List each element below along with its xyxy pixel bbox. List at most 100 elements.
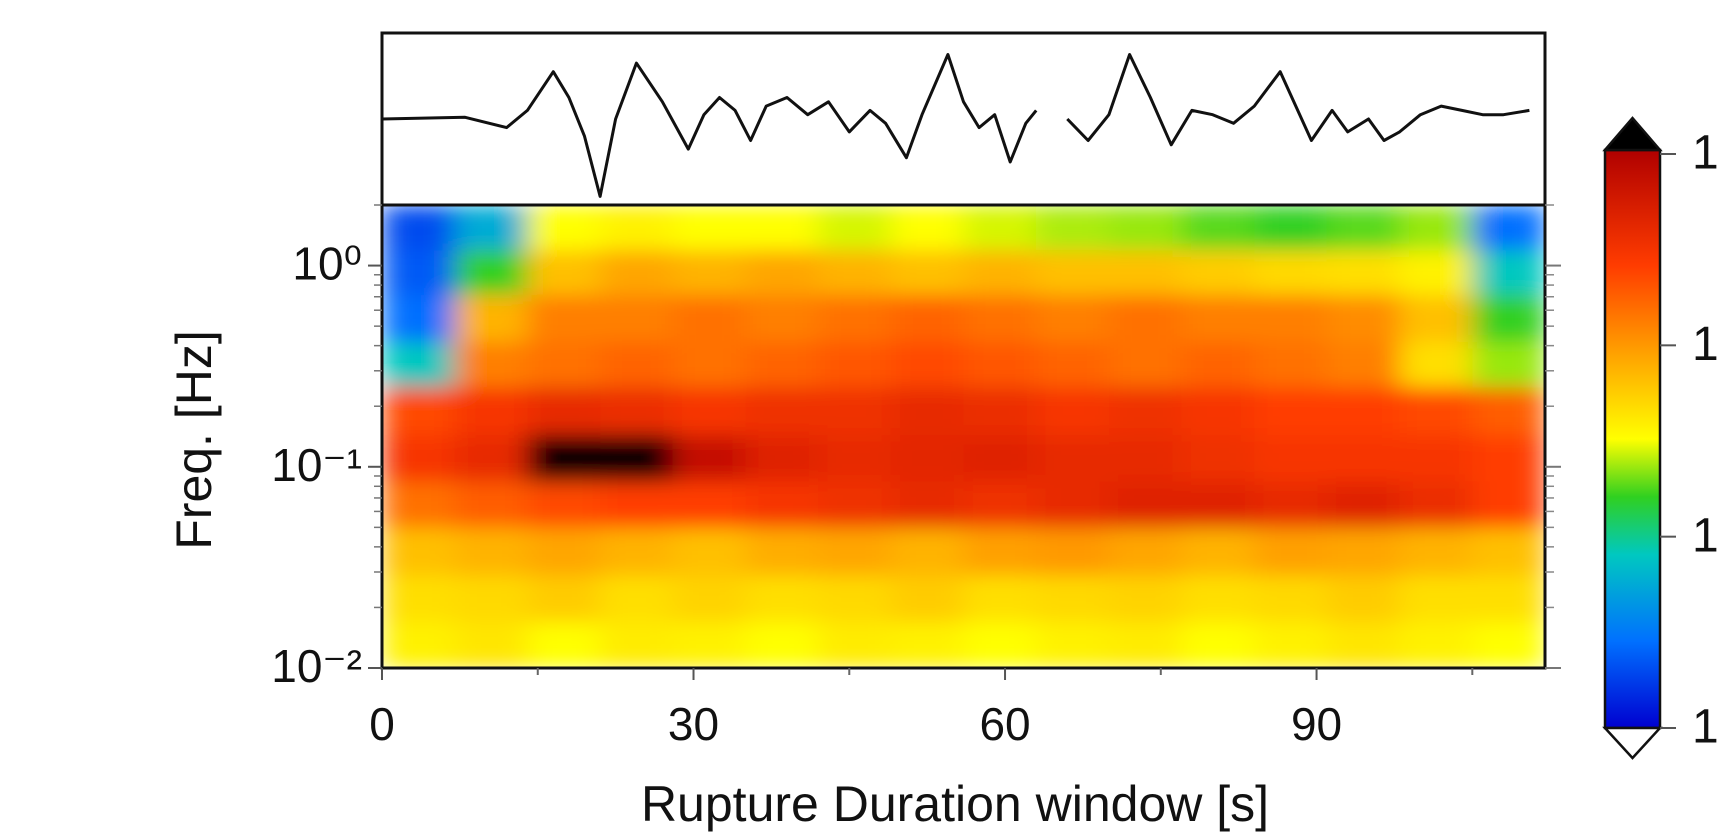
heatmap-cell bbox=[1108, 294, 1183, 342]
heatmap-cell bbox=[1108, 480, 1183, 528]
heatmap-cell bbox=[818, 249, 892, 295]
heatmap-cell bbox=[1108, 386, 1183, 435]
y-axis-label: Freq. [Hz] bbox=[166, 330, 222, 549]
heatmap-cell bbox=[1036, 480, 1110, 528]
heatmap-cell bbox=[963, 205, 1037, 251]
colorbar-over bbox=[1602, 116, 1663, 152]
heatmap-cell bbox=[818, 341, 892, 388]
heatmap-cell bbox=[382, 621, 456, 668]
heatmap-cell bbox=[745, 527, 819, 576]
x-axis-label: Rupture Duration window [s] bbox=[641, 776, 1269, 832]
heatmap-cell bbox=[1254, 480, 1328, 528]
heatmap-cell bbox=[382, 527, 456, 576]
heatmap-cell bbox=[1399, 480, 1473, 528]
heatmap-cell bbox=[1108, 341, 1183, 388]
heatmap-cell bbox=[527, 341, 601, 388]
heatmap-cell bbox=[1181, 574, 1255, 623]
heatmap-cell bbox=[600, 621, 674, 668]
heatmap-cell bbox=[672, 386, 747, 435]
y-tick-label: 10⁻¹ bbox=[271, 439, 362, 491]
heatmap-cell bbox=[963, 386, 1037, 435]
heatmap-cell bbox=[382, 386, 456, 435]
heatmap-cell bbox=[382, 574, 456, 623]
heatmap-cell bbox=[454, 434, 528, 482]
heatmap-cell bbox=[745, 480, 819, 528]
heatmap-cell bbox=[1181, 527, 1255, 576]
heatmap-cell bbox=[600, 480, 674, 528]
heatmap-cell bbox=[382, 249, 456, 295]
heatmap-cell bbox=[1472, 480, 1545, 528]
heatmap bbox=[382, 205, 1545, 668]
heatmap-cell bbox=[1472, 341, 1545, 388]
heatmap-cell bbox=[1108, 621, 1183, 668]
y-tick-label: 10⁻² bbox=[271, 640, 362, 692]
y-tick-label: 10⁰ bbox=[292, 238, 362, 290]
heatmap-cell bbox=[1036, 386, 1110, 435]
heatmap-cell bbox=[672, 527, 747, 576]
heatmap-cell bbox=[1326, 527, 1401, 576]
heatmap-cell bbox=[890, 386, 965, 435]
heatmap-cell bbox=[890, 574, 965, 623]
heatmap-cell bbox=[1254, 249, 1328, 295]
heatmap-cell bbox=[454, 527, 528, 576]
x-tick-label: 90 bbox=[1291, 698, 1342, 750]
heatmap-cell bbox=[600, 527, 674, 576]
heatmap-cell bbox=[1108, 249, 1183, 295]
heatmap-cell bbox=[1181, 480, 1255, 528]
heatmap-cell bbox=[1399, 294, 1473, 342]
heatmap-cell bbox=[672, 205, 747, 251]
heatmap-cell bbox=[1036, 574, 1110, 623]
heatmap-clip bbox=[382, 205, 1545, 668]
heatmap-cell bbox=[1472, 205, 1545, 251]
heatmap-cell bbox=[454, 480, 528, 528]
heatmap-cell bbox=[818, 434, 892, 482]
heatmap-cell bbox=[454, 249, 528, 295]
waveform-frame bbox=[380, 31, 1547, 207]
heatmap-cell bbox=[1181, 205, 1255, 251]
heatmap-cell bbox=[1036, 341, 1110, 388]
heatmap-cell bbox=[672, 294, 747, 342]
heatmap-cell bbox=[600, 434, 674, 482]
heatmap-cell bbox=[1181, 434, 1255, 482]
heatmap-cell bbox=[527, 621, 601, 668]
heatmap-cell bbox=[890, 205, 965, 251]
colorbar bbox=[1603, 148, 1662, 730]
heatmap-cell bbox=[1472, 249, 1545, 295]
heatmap-cell bbox=[818, 574, 892, 623]
heatmap-cell bbox=[527, 205, 601, 251]
heatmap-cell bbox=[963, 434, 1037, 482]
heatmap-cell bbox=[745, 205, 819, 251]
heatmap-cell bbox=[1326, 341, 1401, 388]
heatmap-cell bbox=[818, 480, 892, 528]
heatmap-cell bbox=[890, 434, 965, 482]
heatmap-cell bbox=[527, 386, 601, 435]
heatmap-cell bbox=[1472, 434, 1545, 482]
heatmap-cell bbox=[1326, 249, 1401, 295]
heatmap-cell bbox=[1254, 621, 1328, 668]
colorbar-label: 1 bbox=[1692, 127, 1719, 180]
heatmap-cell bbox=[600, 341, 674, 388]
heatmap-cell bbox=[1399, 205, 1473, 251]
heatmap-cell bbox=[1036, 527, 1110, 576]
heatmap-cell bbox=[745, 294, 819, 342]
heatmap-cell bbox=[1326, 621, 1401, 668]
heatmap-cell bbox=[890, 341, 965, 388]
heatmap-cell bbox=[1254, 205, 1328, 251]
heatmap-cell bbox=[1472, 621, 1545, 668]
heatmap-cell bbox=[963, 574, 1037, 623]
heatmap-cell bbox=[1326, 574, 1401, 623]
heatmap-cell bbox=[527, 574, 601, 623]
heatmap-cell bbox=[527, 434, 601, 482]
heatmap-cell bbox=[1399, 434, 1473, 482]
x-tick-label: 30 bbox=[668, 698, 719, 750]
heatmap-cell bbox=[1399, 386, 1473, 435]
heatmap-cell bbox=[382, 341, 456, 388]
heatmap-cell bbox=[600, 574, 674, 623]
heatmap-cell bbox=[1181, 621, 1255, 668]
heatmap-cell bbox=[745, 341, 819, 388]
heatmap-cell bbox=[963, 480, 1037, 528]
heatmap-cell bbox=[1254, 294, 1328, 342]
heatmap-cell bbox=[672, 574, 747, 623]
